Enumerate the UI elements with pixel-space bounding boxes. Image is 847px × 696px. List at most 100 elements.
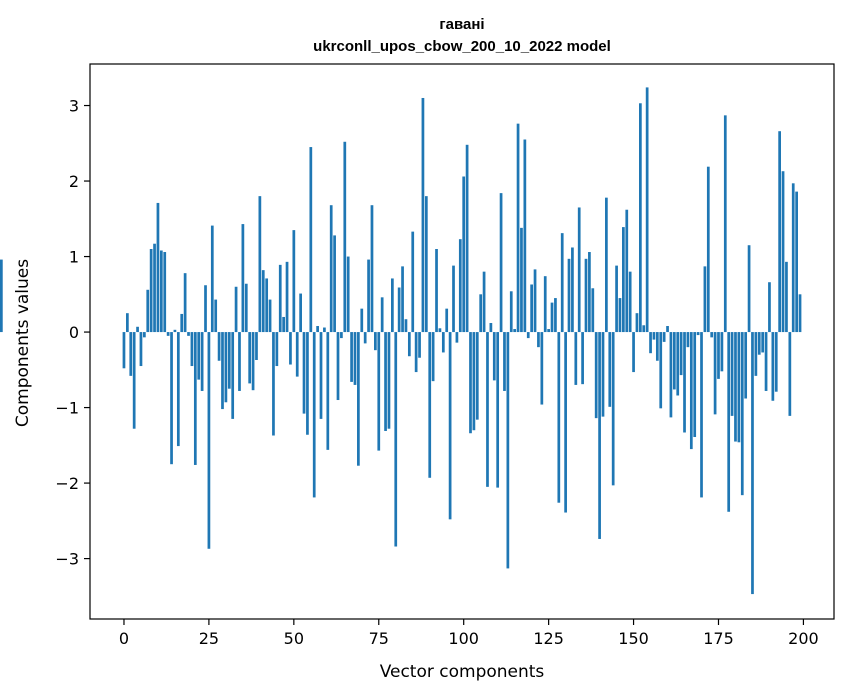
bar bbox=[791, 183, 795, 333]
bar bbox=[214, 299, 218, 333]
bar bbox=[496, 332, 500, 488]
bar bbox=[404, 319, 408, 333]
bar bbox=[571, 247, 574, 333]
bar bbox=[391, 278, 394, 333]
bar bbox=[149, 249, 153, 333]
bar bbox=[764, 332, 768, 391]
bar bbox=[435, 249, 438, 333]
bars-group bbox=[0, 87, 802, 595]
bar bbox=[421, 97, 425, 333]
bar bbox=[248, 332, 252, 384]
bar bbox=[625, 209, 629, 333]
x-tick-label: 125 bbox=[533, 629, 564, 648]
bar bbox=[686, 332, 690, 348]
bar bbox=[503, 332, 506, 391]
bar bbox=[227, 332, 231, 389]
bar bbox=[492, 332, 496, 381]
bar bbox=[547, 329, 550, 333]
bar bbox=[407, 332, 411, 357]
bar bbox=[448, 332, 452, 520]
bar bbox=[217, 332, 221, 361]
bar bbox=[706, 166, 710, 333]
bar bbox=[221, 332, 224, 410]
y-tick-label: 2 bbox=[69, 172, 79, 191]
bar bbox=[479, 294, 483, 333]
bar bbox=[639, 103, 642, 333]
bar bbox=[683, 332, 686, 433]
bar bbox=[275, 332, 279, 367]
bar bbox=[469, 332, 472, 434]
bar bbox=[659, 332, 663, 409]
bar bbox=[676, 332, 680, 396]
bar bbox=[282, 316, 285, 333]
bar bbox=[598, 332, 601, 539]
bar bbox=[757, 332, 761, 355]
bar bbox=[255, 332, 258, 360]
y-axis-ticks: −3 −2 −1 0 1 2 3 bbox=[55, 97, 90, 569]
bar bbox=[431, 332, 435, 382]
bar bbox=[159, 250, 163, 333]
bar bbox=[506, 332, 510, 569]
bar bbox=[577, 207, 581, 333]
bar bbox=[526, 332, 530, 339]
bar bbox=[231, 332, 235, 419]
bar bbox=[197, 332, 201, 380]
bar bbox=[781, 171, 785, 333]
bar bbox=[176, 332, 180, 447]
bar bbox=[608, 332, 612, 407]
y-tick-label: −1 bbox=[55, 399, 79, 418]
bar bbox=[166, 332, 170, 336]
bar bbox=[153, 243, 156, 333]
bar bbox=[754, 332, 758, 376]
bar bbox=[272, 332, 275, 436]
x-tick-label: 100 bbox=[448, 629, 479, 648]
bar bbox=[537, 332, 540, 348]
bar bbox=[261, 270, 265, 333]
bar bbox=[771, 332, 775, 401]
bar bbox=[788, 332, 792, 416]
bar bbox=[696, 332, 700, 336]
bar bbox=[574, 332, 578, 385]
bar bbox=[238, 332, 241, 391]
bar bbox=[761, 332, 765, 353]
bar bbox=[353, 332, 357, 385]
bar bbox=[747, 245, 751, 333]
bar bbox=[465, 144, 469, 333]
bar bbox=[265, 278, 269, 333]
bar bbox=[543, 276, 547, 333]
bar bbox=[234, 286, 238, 333]
bar bbox=[193, 332, 197, 465]
bar bbox=[489, 323, 493, 333]
bar bbox=[584, 258, 588, 333]
bar bbox=[424, 196, 428, 333]
x-tick-label: 75 bbox=[369, 629, 389, 648]
bar bbox=[740, 332, 744, 496]
bar bbox=[662, 332, 666, 342]
x-tick-label: 0 bbox=[119, 629, 129, 648]
bar bbox=[727, 332, 731, 512]
bar bbox=[723, 115, 727, 333]
bar bbox=[540, 332, 544, 405]
bar bbox=[751, 332, 754, 595]
bar bbox=[428, 332, 432, 478]
bar bbox=[618, 298, 622, 333]
bar bbox=[387, 332, 391, 429]
bar bbox=[622, 227, 625, 333]
bar bbox=[591, 288, 595, 333]
bar bbox=[306, 332, 309, 435]
bar bbox=[180, 313, 184, 333]
y-tick-label: 1 bbox=[69, 248, 79, 267]
bar bbox=[122, 332, 126, 369]
bar bbox=[268, 299, 272, 333]
bar bbox=[611, 332, 615, 486]
bar bbox=[594, 332, 598, 419]
bar bbox=[343, 141, 347, 333]
bar bbox=[418, 332, 421, 358]
bar bbox=[734, 332, 737, 442]
bar bbox=[475, 332, 479, 420]
bar bbox=[550, 302, 554, 333]
bar bbox=[346, 256, 350, 333]
x-tick-label: 150 bbox=[618, 629, 649, 648]
bar bbox=[713, 332, 717, 415]
bar bbox=[146, 289, 150, 333]
